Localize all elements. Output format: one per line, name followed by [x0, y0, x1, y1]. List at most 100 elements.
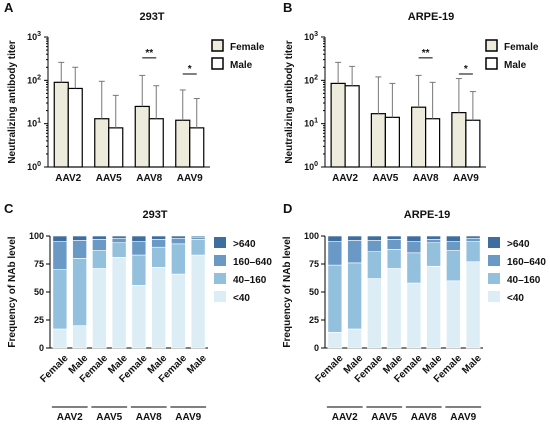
- stacked-segment: [151, 246, 166, 268]
- bar: [94, 118, 110, 168]
- legend-swatch: [488, 255, 500, 266]
- stacked-segment: [190, 254, 206, 349]
- y-tick-label: 103: [27, 31, 41, 42]
- significance-label: *: [188, 64, 192, 75]
- panel-letter-d: D: [283, 201, 292, 216]
- stacked-segment: [446, 241, 461, 251]
- legend-label: 160–640: [233, 257, 272, 268]
- bar: [67, 87, 83, 168]
- significance-label: **: [145, 48, 153, 59]
- panel-letter-b: B: [283, 0, 292, 15]
- stacked-segment: [52, 235, 68, 242]
- stacked-segment: [171, 243, 186, 275]
- significance-label: **: [422, 48, 430, 59]
- stacked-segment: [347, 240, 362, 264]
- panel-a: A 293T 100 101 102 103 Neutralizing antibody…: [4, 0, 265, 184]
- stacked-segment: [465, 235, 481, 239]
- panel-b-title: ARPE-19: [408, 11, 454, 23]
- significance-label: *: [464, 64, 468, 75]
- stacked-segment: [406, 241, 422, 254]
- legend-swatch: [488, 273, 500, 284]
- legend-swatch: [214, 273, 226, 284]
- legend-swatch: [211, 57, 224, 70]
- stacked-segment: [446, 280, 461, 349]
- stacked-segment: [111, 242, 127, 258]
- x-tick-label: AAV5: [372, 173, 398, 184]
- stacked-segment: [327, 235, 343, 242]
- y-tick-label: 100: [304, 231, 319, 241]
- bar: [53, 81, 69, 168]
- x-tick-label: AAV5: [96, 173, 122, 184]
- stacked-segment: [151, 235, 166, 240]
- group-label: AAV8: [136, 412, 162, 423]
- stacked-segment: [190, 236, 206, 240]
- stacked-segment: [406, 235, 422, 242]
- stacked-segment: [151, 239, 166, 248]
- y-tick-label: 25: [34, 315, 44, 325]
- stacked-segment: [367, 235, 382, 241]
- stacked-segment: [406, 252, 422, 284]
- stacked-segment: [190, 235, 206, 238]
- stacked-segment: [171, 273, 186, 349]
- y-axis-label: Frequency of NAb level: [282, 236, 293, 347]
- stacked-segment: [327, 332, 343, 349]
- panel-letter-a: A: [4, 0, 14, 15]
- stacked-segment: [386, 249, 402, 269]
- x-tick-label: AAV2: [55, 173, 81, 184]
- legend-label: >640: [233, 239, 256, 250]
- y-axis-label: Neutralizing antibody titer: [284, 40, 295, 163]
- stacked-segment: [52, 241, 68, 270]
- legend-label: <40: [233, 293, 250, 304]
- group-label: AAV8: [411, 412, 437, 423]
- x-tick-label: AAV8: [136, 173, 162, 184]
- stacked-segment: [465, 241, 481, 263]
- bar: [384, 116, 400, 168]
- group-label: AAV5: [96, 412, 122, 423]
- group-label: AAV9: [450, 412, 476, 423]
- legend-swatch: [488, 237, 500, 248]
- panel-a-title: 293T: [139, 11, 164, 23]
- bar: [189, 127, 205, 168]
- stacked-segment: [151, 267, 166, 349]
- stacked-segment: [111, 256, 127, 349]
- stacked-segment: [426, 239, 441, 244]
- stacked-segment: [131, 241, 147, 256]
- stacked-segment: [131, 254, 147, 286]
- bar: [134, 105, 150, 168]
- x-tick-label: Male: [460, 353, 484, 377]
- legend-swatch: [214, 237, 226, 248]
- bar: [330, 82, 346, 168]
- legend-label: 40–160: [507, 275, 541, 286]
- y-tick-label: 102: [27, 74, 41, 85]
- stacked-segment: [386, 268, 402, 349]
- stacked-segment: [131, 284, 147, 349]
- y-tick-label: 75: [309, 259, 319, 269]
- bar: [451, 112, 467, 168]
- stacked-segment: [386, 235, 402, 240]
- legend-label: Male: [230, 60, 253, 71]
- group-label: AAV2: [57, 412, 83, 423]
- stacked-segment: [72, 325, 87, 349]
- y-tick-label: 50: [34, 287, 44, 297]
- stacked-segment: [367, 240, 382, 252]
- stacked-segment: [131, 235, 147, 242]
- legend-swatch: [485, 39, 498, 52]
- stacked-segment: [111, 235, 127, 239]
- stacked-segment: [92, 239, 107, 251]
- y-tick-label: 50: [309, 287, 319, 297]
- bar: [425, 118, 441, 168]
- bar: [370, 113, 386, 168]
- stacked-segment: [72, 258, 87, 326]
- legend-swatch: [211, 39, 224, 52]
- stacked-segment: [347, 235, 362, 241]
- y-tick-label: 103: [304, 31, 318, 42]
- legend-label: >640: [507, 239, 530, 250]
- legend-label: 160–640: [507, 257, 546, 268]
- stacked-segment: [426, 265, 441, 349]
- stacked-segment: [426, 242, 441, 267]
- legend-label: Female: [504, 42, 539, 53]
- panel-b: B ARPE-19 100 101 102 103 Neutralizing antib…: [283, 0, 539, 184]
- stacked-segment: [92, 235, 107, 240]
